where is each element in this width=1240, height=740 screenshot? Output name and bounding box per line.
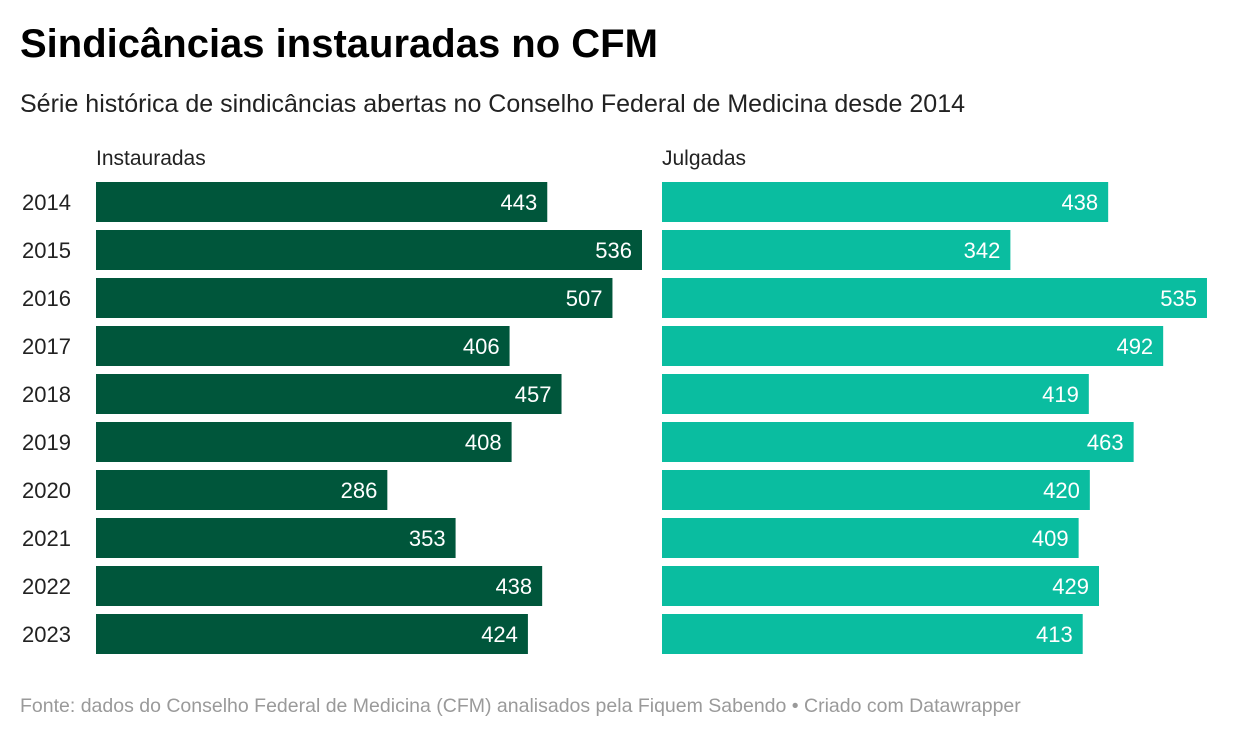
series-title: Julgadas xyxy=(662,147,746,170)
chart-title: Sindicâncias instauradas no CFM xyxy=(20,22,658,66)
value-label: 409 xyxy=(1032,526,1069,551)
value-label: 419 xyxy=(1042,382,1079,407)
value-label: 406 xyxy=(463,334,500,359)
bar-julgadas-2015 xyxy=(662,230,1011,270)
year-label: 2014 xyxy=(22,190,71,215)
value-label: 420 xyxy=(1043,478,1080,503)
value-label: 443 xyxy=(501,190,538,215)
bar-instauradas-2023 xyxy=(96,614,528,654)
year-label: 2022 xyxy=(22,574,71,599)
chart-svg: 2014 2015 2016 2017 2018 2019 2020 2021 2022 2023… xyxy=(22,147,1207,654)
value-label: 413 xyxy=(1036,622,1073,647)
bar-instauradas-2017 xyxy=(96,326,510,366)
year-label: 2015 xyxy=(22,238,71,263)
bar-instauradas-2020 xyxy=(96,470,388,510)
value-label: 535 xyxy=(1160,286,1197,311)
source-note: Fonte: dados do Conselho Federal de Medi… xyxy=(20,695,1021,717)
year-label: 2017 xyxy=(22,334,71,359)
bar-chart: 2014 2015 2016 2017 2018 2019 2020 2021 2022 2023… xyxy=(22,147,1207,654)
bar-instauradas-2021 xyxy=(96,518,456,558)
value-label: 429 xyxy=(1052,574,1089,599)
bar-julgadas-2019 xyxy=(662,422,1134,462)
bar-instauradas-2019 xyxy=(96,422,512,462)
bar-instauradas-2018 xyxy=(96,374,562,414)
bar-instauradas-2016 xyxy=(96,278,613,318)
bar-julgadas-2022 xyxy=(662,566,1100,606)
year-label: 2021 xyxy=(22,526,71,551)
bar-instauradas-2022 xyxy=(96,566,543,606)
value-label: 507 xyxy=(566,286,603,311)
value-label: 438 xyxy=(495,574,532,599)
value-label: 424 xyxy=(481,622,518,647)
year-label: 2016 xyxy=(22,286,71,311)
value-label: 536 xyxy=(595,238,632,263)
bar-julgadas-2023 xyxy=(662,614,1083,654)
bar-julgadas-2016 xyxy=(662,278,1207,318)
value-label: 286 xyxy=(341,478,378,503)
bar-julgadas-2017 xyxy=(662,326,1164,366)
value-label: 353 xyxy=(409,526,446,551)
year-label: 2019 xyxy=(22,430,71,455)
bar-julgadas-2020 xyxy=(662,470,1090,510)
bar-julgadas-2014 xyxy=(662,182,1109,222)
bar-instauradas-2014 xyxy=(96,182,548,222)
series-title: Instauradas xyxy=(96,147,206,170)
year-label: 2018 xyxy=(22,382,71,407)
chart-subtitle: Série histórica de sindicâncias abertas … xyxy=(20,90,966,118)
bar-julgadas-2018 xyxy=(662,374,1089,414)
value-label: 492 xyxy=(1116,334,1153,359)
bar-julgadas-2021 xyxy=(662,518,1079,558)
year-label: 2020 xyxy=(22,478,71,503)
bar-instauradas-2015 xyxy=(96,230,642,270)
value-label: 463 xyxy=(1087,430,1124,455)
value-label: 457 xyxy=(515,382,552,407)
year-label: 2023 xyxy=(22,622,71,647)
value-label: 438 xyxy=(1061,190,1098,215)
value-label: 342 xyxy=(964,238,1001,263)
value-label: 408 xyxy=(465,430,502,455)
